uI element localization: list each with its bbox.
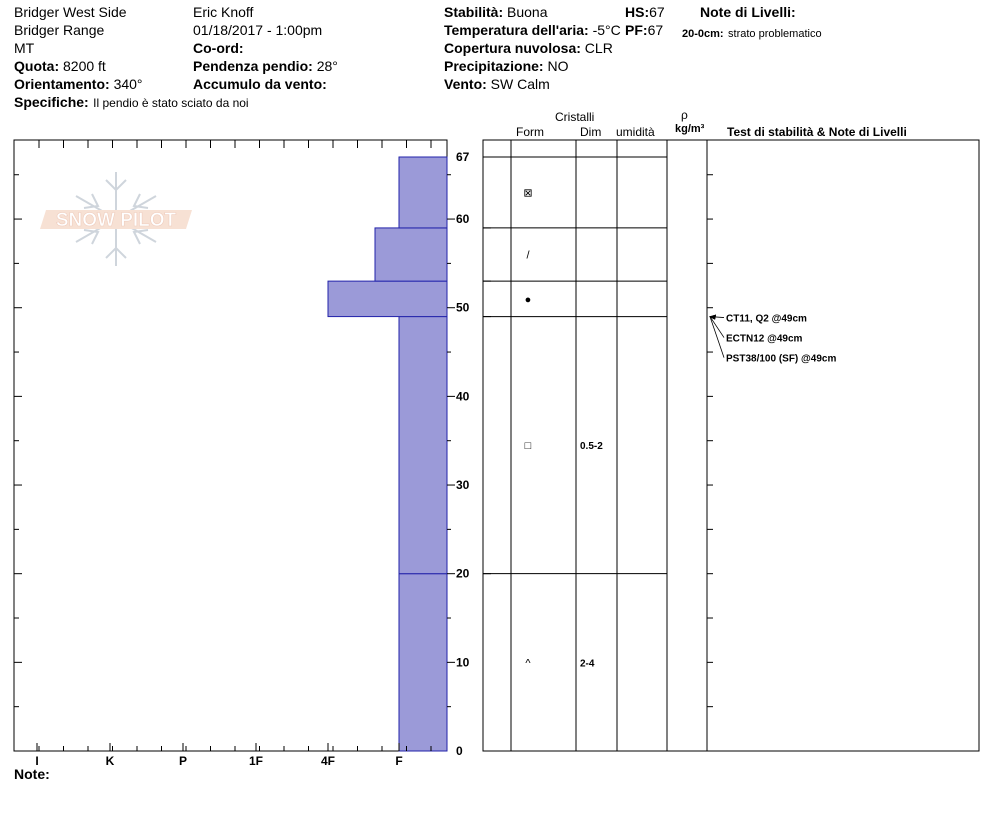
depth-label-30: 30 bbox=[456, 478, 470, 492]
snowpilot-logo: SNOW PILOT bbox=[40, 172, 192, 266]
observer: Eric Knoff bbox=[193, 4, 254, 20]
test-arrowhead-2 bbox=[709, 314, 716, 320]
depth-label-0: 0 bbox=[456, 744, 463, 758]
layer-bar-2 bbox=[327, 280, 448, 318]
depth-label-10: 10 bbox=[456, 655, 470, 669]
coord-label: Co-ord: bbox=[193, 40, 244, 56]
form-header: Form bbox=[516, 125, 544, 139]
cloud-cover: Copertura nuvolosa: CLR bbox=[444, 41, 613, 55]
logo-text: SNOW PILOT bbox=[56, 210, 177, 231]
depth-label-60: 60 bbox=[456, 212, 470, 226]
density-unit-header: kg/m³ bbox=[675, 123, 705, 135]
layer-bar-3 bbox=[374, 227, 448, 282]
stability-test-0: CT11, Q2 @49cm bbox=[726, 314, 807, 325]
crystal-form-4: ⊠ bbox=[523, 187, 532, 199]
crystal-form-2: ● bbox=[525, 294, 532, 306]
hardness-label-F: F bbox=[395, 754, 402, 768]
specifics: Specifiche: Il pendio è stato sciato da … bbox=[14, 95, 249, 111]
crystals-header: Cristalli bbox=[555, 110, 595, 124]
specifics-label: Specifiche: bbox=[14, 94, 89, 110]
logo-banner bbox=[40, 210, 192, 229]
layer-notes-label: Note di Livelli: bbox=[700, 4, 796, 20]
elevation: Quota: 8200 ft bbox=[14, 59, 106, 73]
specifics-value: Il pendio è stato sciato da noi bbox=[93, 96, 249, 110]
cloud-label: Copertura nuvolosa: bbox=[444, 40, 581, 56]
stability-test-1: ECTN12 @49cm bbox=[726, 334, 803, 345]
elevation-label: Quota: bbox=[14, 58, 60, 74]
hardness-label-I: I bbox=[35, 754, 38, 768]
slope: Pendenza pendio: 28° bbox=[193, 59, 338, 73]
elevation-value: 8200 ft bbox=[63, 58, 106, 74]
wind-label: Vento: bbox=[444, 76, 487, 92]
air-temp-label: Temperatura dell'aria: bbox=[444, 22, 589, 38]
stability-notes-header: Test di stabilità & Note di Livelli bbox=[727, 125, 907, 139]
layer-table-frame bbox=[482, 139, 980, 752]
moisture-header: umidità bbox=[616, 125, 655, 139]
aspect-label: Orientamento: bbox=[14, 76, 110, 92]
state: MT bbox=[14, 40, 35, 56]
wind-loading-label: Accumulo da vento: bbox=[193, 76, 327, 92]
rho-header: ρ bbox=[681, 108, 688, 122]
crystal-form-3: / bbox=[526, 250, 530, 262]
location: Bridger West Side bbox=[14, 4, 127, 20]
test-pointer-2 bbox=[709, 316, 725, 358]
hardness-label-4F: 4F bbox=[321, 754, 335, 768]
crystal-form-1: □ bbox=[525, 440, 532, 452]
hardness-label-1F: 1F bbox=[249, 754, 263, 768]
hs: HS:67 bbox=[625, 5, 665, 19]
hs-value: 67 bbox=[649, 4, 665, 20]
crystal-size-0: 2-4 bbox=[580, 658, 595, 669]
air-temp: Temperatura dell'aria: -5°C bbox=[444, 23, 621, 37]
crystal-size-1: 0.5-2 bbox=[580, 441, 603, 452]
datetime: 01/18/2017 - 1:00pm bbox=[193, 22, 323, 38]
slope-label: Pendenza pendio: bbox=[193, 58, 313, 74]
crystal-form-0: ^ bbox=[525, 657, 531, 669]
aspect-value: 340° bbox=[113, 76, 143, 92]
stability: Stabilità: Buona bbox=[444, 5, 548, 19]
stability-value: Buona bbox=[507, 4, 548, 20]
depth-label-40: 40 bbox=[456, 389, 470, 403]
precip-value: NO bbox=[547, 58, 569, 74]
layer-bar-4 bbox=[398, 156, 448, 229]
stability-label: Stabilità: bbox=[444, 4, 504, 20]
dim-header: Dim bbox=[580, 125, 602, 139]
pf-value: 67 bbox=[647, 22, 664, 38]
depth-label-67: 67 bbox=[456, 150, 470, 164]
aspect: Orientamento: 340° bbox=[14, 77, 143, 91]
test-pointer-1 bbox=[709, 316, 725, 338]
layer-note-depth: 20-0cm: bbox=[682, 28, 724, 40]
stability-test-2: PST38/100 (SF) @49cm bbox=[726, 354, 836, 365]
layer-bar-1 bbox=[398, 316, 448, 575]
precip-label: Precipitazione: bbox=[444, 58, 544, 74]
pf-label: PF: bbox=[625, 22, 648, 38]
layer-note-text: strato problematico bbox=[728, 28, 822, 40]
slope-value: 28° bbox=[316, 58, 338, 74]
pf: PF:67 bbox=[625, 23, 663, 37]
wind: Vento: SW Calm bbox=[444, 77, 550, 91]
hs-label: HS: bbox=[625, 4, 650, 20]
notes-label: Note: bbox=[14, 766, 50, 782]
cloud-value: CLR bbox=[584, 40, 613, 56]
precipitation: Precipitazione: NO bbox=[444, 59, 568, 73]
hardness-label-K: K bbox=[106, 754, 115, 768]
layer-bar-0 bbox=[398, 573, 448, 752]
wind-value: SW Calm bbox=[490, 76, 550, 92]
depth-label-50: 50 bbox=[456, 301, 470, 315]
layer-note: 20-0cm: strato problematico bbox=[682, 25, 822, 41]
air-temp-value: -5°C bbox=[592, 22, 621, 38]
depth-label-20: 20 bbox=[456, 567, 470, 581]
hardness-label-P: P bbox=[179, 754, 187, 768]
range: Bridger Range bbox=[14, 22, 105, 38]
